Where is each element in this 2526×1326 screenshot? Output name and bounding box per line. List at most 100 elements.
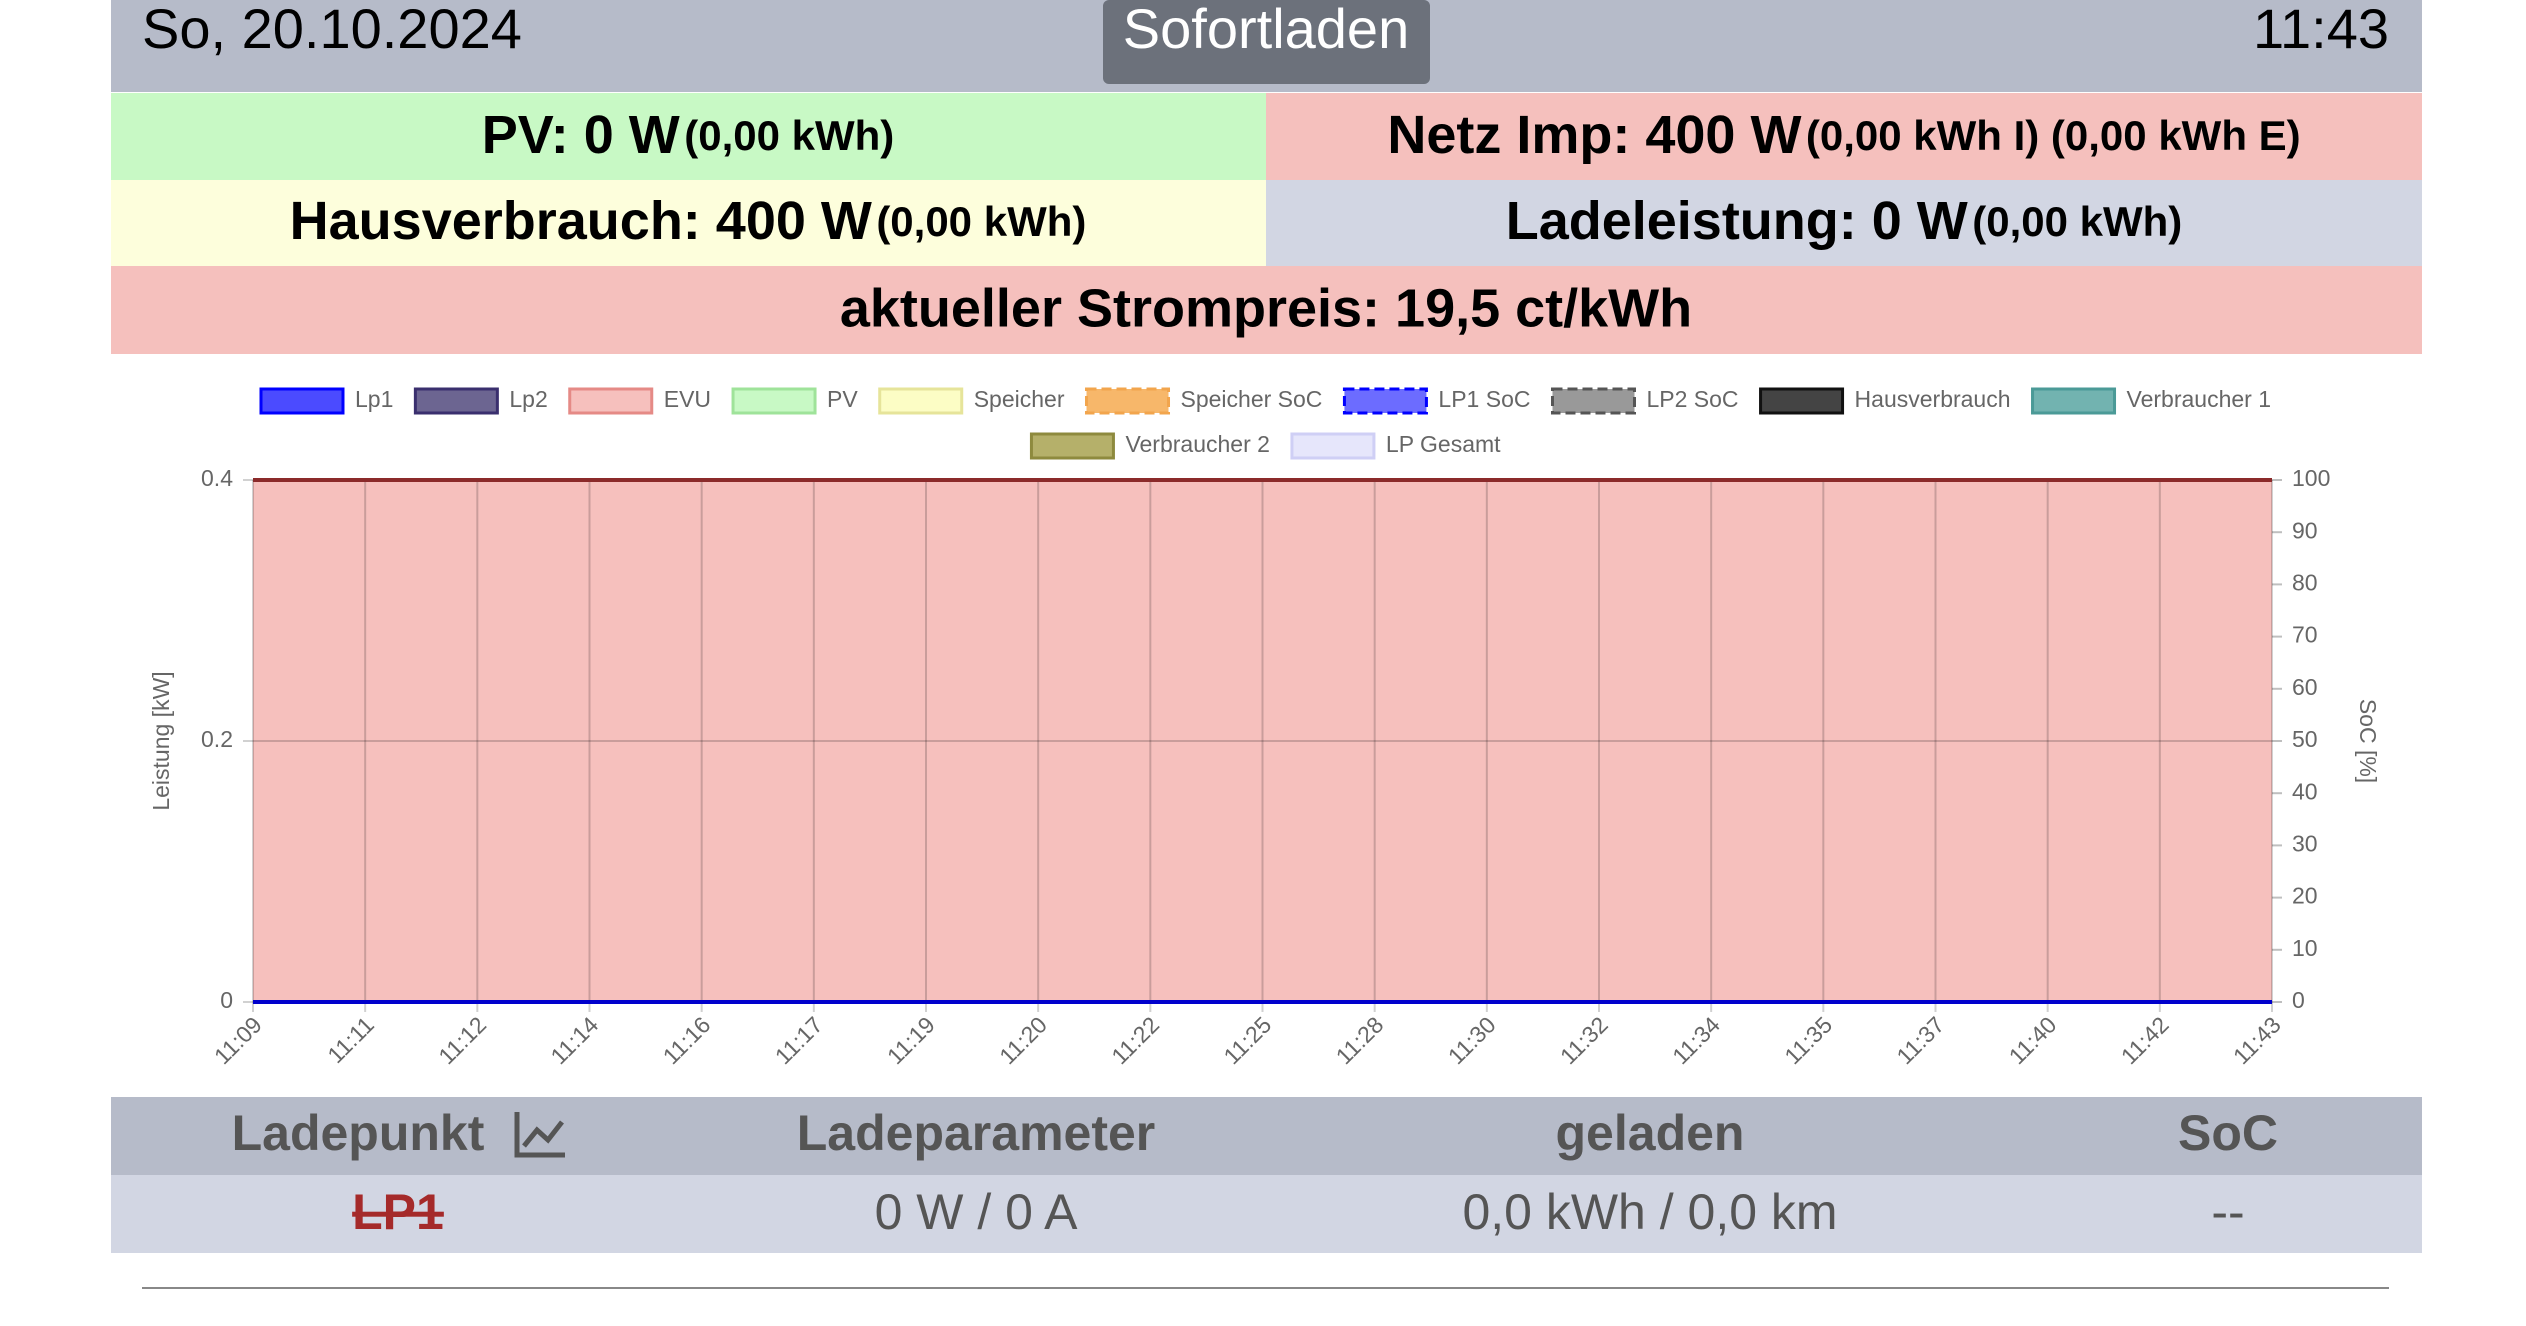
y2-tick-label: 40 — [2292, 778, 2318, 804]
legend-item[interactable]: Lp1 — [259, 386, 393, 415]
y-tick-label: 0.4 — [201, 465, 233, 491]
charge-status: Ladeleistung: 0 W (0,00 kWh) — [1506, 191, 2183, 251]
x-tick-label: 11:35 — [1779, 1011, 1837, 1069]
legend-swatch — [1550, 387, 1636, 415]
table: Ladepunkt Ladeparameter geladen SoC LP1 0 W /… — [232, 1105, 2278, 1240]
legend-item[interactable]: LP2 SoC — [1550, 386, 1739, 415]
legend-item[interactable]: Speicher SoC — [1085, 386, 1323, 415]
price: aktueller Strompreis: 19,5 ct/kWh — [840, 278, 1692, 338]
y2-tick-label: 80 — [2292, 569, 2318, 595]
legend-swatch — [413, 387, 499, 415]
y-tick-label: 0 — [220, 987, 233, 1013]
grid-power: Netz Imp: 400 W — [1387, 105, 1801, 165]
legend-label: EVU — [664, 386, 711, 412]
charge-energy: (0,00 kWh) — [1972, 198, 2182, 245]
legend-swatch — [2031, 387, 2117, 415]
x-tick-label: 11:32 — [1555, 1011, 1613, 1069]
x-tick-label: 11:30 — [1443, 1011, 1501, 1069]
x-tick-label: 11:09 — [209, 1011, 267, 1069]
y-tick-label: 0.2 — [201, 726, 233, 752]
legend-swatch — [1759, 387, 1845, 415]
legend-label: LP Gesamt — [1386, 431, 1501, 457]
charge-point-name[interactable]: LP1 — [352, 1184, 444, 1240]
x-tick-label: 11:25 — [1218, 1011, 1276, 1069]
legend-item[interactable]: LP1 SoC — [1342, 386, 1530, 415]
pv-energy: (0,00 kWh) — [684, 112, 894, 159]
mode-button[interactable] — [1103, 0, 1430, 84]
x-tick-label: 11:14 — [545, 1011, 603, 1069]
legend-label: Speicher — [974, 386, 1065, 412]
x-tick-label: 11:40 — [2004, 1011, 2062, 1069]
x-tick-label: 11:22 — [1106, 1011, 1164, 1069]
grid-energy: (0,00 kWh I) (0,00 kWh E) — [1806, 112, 2301, 159]
grid-tile — [1266, 93, 2422, 180]
x-tick-label: 11:37 — [1891, 1011, 1949, 1069]
x-tick-label: 11:16 — [658, 1011, 716, 1069]
legend-label: LP1 SoC — [1438, 386, 1530, 412]
legend-item[interactable]: Speicher — [878, 386, 1065, 415]
legend-swatch — [1342, 387, 1428, 415]
table-header — [111, 1097, 2422, 1175]
price-tile — [111, 266, 2422, 354]
chart-icon[interactable] — [514, 1112, 565, 1158]
x-tick-label: 11:17 — [770, 1011, 828, 1069]
legend-swatch — [1029, 432, 1115, 460]
pv-power: PV: 0 W — [482, 105, 680, 165]
house-tile — [111, 180, 1266, 266]
column-header: Ladepunkt — [232, 1105, 485, 1161]
table-row — [111, 1175, 2422, 1253]
y2-axis-label: SoC [%] — [2355, 699, 2381, 783]
legend-swatch — [731, 387, 817, 415]
y2-tick-label: 30 — [2292, 830, 2318, 856]
chart[interactable]: 11:09 11:11 11:12 11:14 11:16 11:17 11:19 11:20… — [148, 386, 2381, 1069]
y2-tick-label: 90 — [2292, 517, 2318, 543]
table-cell: 0 W / 0 A — [875, 1184, 1079, 1240]
legend-item[interactable]: PV — [731, 386, 858, 415]
time: 11:43 — [2253, 0, 2389, 60]
x-tick-label: 11:42 — [2116, 1011, 2174, 1069]
legend-item[interactable]: Lp2 — [413, 386, 548, 415]
x-tick-label: 11:20 — [994, 1011, 1052, 1069]
y2-tick-label: 50 — [2292, 726, 2318, 752]
mode-label[interactable]: Sofortladen — [1123, 0, 1409, 60]
column-header: geladen — [1556, 1105, 1745, 1161]
legend-item[interactable]: Verbraucher 2 — [1029, 431, 1270, 460]
charge-tile — [1266, 180, 2422, 266]
legend-swatch — [1290, 432, 1376, 460]
date: So, 20.10.2024 — [142, 0, 522, 60]
legend-label: Speicher SoC — [1181, 386, 1323, 412]
legend-label: Verbraucher 2 — [1125, 431, 1269, 457]
x-tick-label: 11:19 — [882, 1011, 940, 1069]
x-tick-label: 11:12 — [433, 1011, 491, 1069]
legend-item[interactable]: EVU — [568, 386, 711, 415]
series-area — [253, 480, 2272, 1002]
pv-tile — [111, 93, 1266, 180]
y2-tick-label: 20 — [2292, 883, 2318, 909]
legend-item[interactable]: LP Gesamt — [1290, 431, 1501, 460]
house-power: Hausverbrauch: 400 W — [290, 191, 872, 251]
column-header: Ladeparameter — [797, 1105, 1156, 1161]
legend-swatch — [259, 387, 345, 415]
legend-label: Lp2 — [509, 386, 547, 412]
y2-tick-label: 100 — [2292, 465, 2330, 491]
x-tick-label: 11:43 — [2228, 1011, 2286, 1069]
table-cell: -- — [2211, 1184, 2244, 1240]
legend-item[interactable]: Hausverbrauch — [1759, 386, 2011, 415]
legend-label: Lp1 — [355, 386, 393, 412]
legend-item[interactable]: Verbraucher 1 — [2031, 386, 2271, 415]
grid-status: Netz Imp: 400 W (0,00 kWh I) (0,00 kWh E… — [1387, 105, 2300, 165]
x-tick-label: 11:28 — [1331, 1011, 1389, 1069]
house-energy: (0,00 kWh) — [876, 198, 1086, 245]
legend-label: PV — [827, 386, 858, 412]
table-cell: 0,0 kWh / 0,0 km — [1462, 1184, 1837, 1240]
legend-label: LP2 SoC — [1646, 386, 1738, 412]
pv-status: PV: 0 W (0,00 kWh) — [482, 105, 895, 165]
legend-swatch — [1085, 387, 1171, 415]
legend-swatch — [878, 387, 964, 415]
y-axis-label: Leistung [kW] — [148, 671, 174, 810]
y2-tick-label: 0 — [2292, 987, 2305, 1013]
house-status: Hausverbrauch: 400 W (0,00 kWh) — [290, 191, 1087, 251]
y2-tick-label: 60 — [2292, 674, 2318, 700]
column-header: SoC — [2178, 1105, 2278, 1161]
